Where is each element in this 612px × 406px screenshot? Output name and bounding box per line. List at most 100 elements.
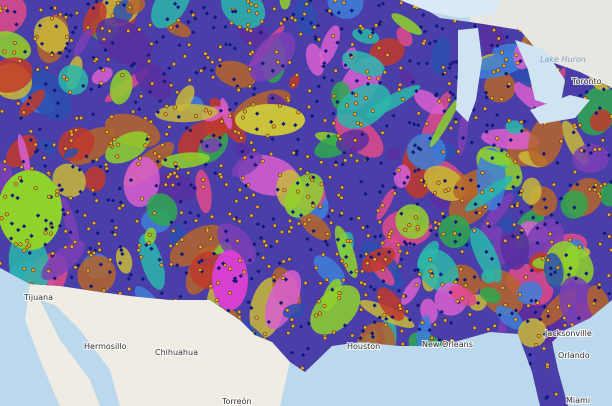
gauge-diamond bbox=[311, 175, 316, 180]
gauge-dot bbox=[16, 101, 21, 106]
gauge-dot bbox=[352, 112, 357, 117]
gauge-dot bbox=[275, 60, 280, 65]
gauge-diamond bbox=[91, 112, 96, 117]
gauge-diamond bbox=[203, 162, 208, 167]
gauge-diamond bbox=[49, 221, 54, 226]
gauge-diamond bbox=[549, 212, 554, 217]
gauge-dot bbox=[117, 206, 122, 211]
gauge-diamond bbox=[360, 132, 365, 137]
gauge-dot bbox=[458, 267, 464, 272]
region-patch bbox=[413, 89, 445, 115]
gauge-dot bbox=[214, 297, 219, 303]
gauge-dot bbox=[606, 212, 612, 217]
gauge-dot bbox=[208, 284, 213, 289]
gauge-diamond bbox=[295, 180, 300, 186]
gauge-dot bbox=[359, 280, 364, 285]
water-label: Lake Huron bbox=[540, 55, 586, 64]
gauge-diamond bbox=[402, 239, 407, 245]
gauge-dot bbox=[559, 139, 564, 144]
gauge-dot bbox=[219, 119, 224, 124]
region-patch bbox=[449, 285, 477, 306]
gauge-diamond bbox=[454, 59, 459, 65]
region-patch bbox=[517, 318, 547, 348]
gauge-dot bbox=[198, 244, 203, 250]
gauge-dot bbox=[33, 142, 38, 147]
gauge-dot bbox=[597, 282, 602, 287]
gauge-dot bbox=[460, 249, 465, 254]
gauge-diamond bbox=[202, 65, 207, 71]
gauge-diamond bbox=[542, 197, 547, 202]
gauge-dot bbox=[264, 243, 269, 248]
gauge-dot bbox=[0, 109, 5, 114]
gauge-dot bbox=[306, 194, 311, 199]
gauge-diamond bbox=[363, 191, 368, 197]
gauge-diamond bbox=[106, 197, 111, 203]
gauge-dot bbox=[289, 317, 294, 322]
gauge-diamond bbox=[251, 92, 257, 97]
gauge-diamond bbox=[541, 151, 547, 156]
gauge-diamond bbox=[442, 178, 448, 184]
gauge-dot bbox=[602, 182, 607, 187]
gauge-dot bbox=[291, 324, 296, 329]
gauge-dot bbox=[353, 92, 359, 98]
gauge-diamond bbox=[519, 230, 524, 236]
gauge-diamond bbox=[531, 215, 536, 220]
gauge-dot bbox=[237, 309, 242, 314]
gauge-dot bbox=[399, 0, 404, 5]
gauge-dot bbox=[441, 149, 446, 154]
gauge-dot bbox=[278, 172, 283, 177]
gauge-diamond bbox=[497, 312, 502, 318]
gauge-diamond bbox=[70, 30, 76, 35]
gauge-diamond bbox=[179, 251, 185, 257]
gauge-dot bbox=[577, 123, 583, 128]
gauge-dot bbox=[336, 133, 341, 138]
region-patch bbox=[470, 227, 502, 283]
gauge-dot bbox=[136, 248, 141, 253]
gauge-dot bbox=[463, 283, 468, 288]
gauge-diamond bbox=[227, 107, 232, 112]
gauge-diamond bbox=[554, 220, 560, 225]
gauge-dot bbox=[449, 338, 454, 343]
gauge-dot bbox=[99, 81, 104, 86]
gauge-dot bbox=[219, 174, 224, 180]
gauge-dot bbox=[104, 166, 109, 171]
gauge-diamond bbox=[340, 162, 345, 167]
gauge-diamond bbox=[230, 9, 235, 14]
gauge-dot bbox=[169, 83, 174, 88]
gauge-diamond bbox=[323, 239, 328, 244]
gauge-dot bbox=[209, 214, 214, 219]
gauge-dot bbox=[483, 204, 488, 209]
region-patch bbox=[417, 240, 439, 270]
gauge-dot bbox=[287, 218, 292, 224]
gauge-dot bbox=[597, 147, 602, 152]
gauge-diamond bbox=[573, 276, 579, 281]
gauge-diamond bbox=[372, 287, 377, 292]
gauge-diamond bbox=[178, 199, 183, 204]
gauge-dot bbox=[233, 129, 238, 134]
gauge-dot bbox=[254, 11, 260, 16]
gauge-dot bbox=[446, 187, 451, 192]
gauge-diamond bbox=[155, 159, 160, 164]
gauge-diamond bbox=[43, 242, 48, 247]
gauge-diamond bbox=[240, 149, 245, 154]
gauge-dot bbox=[2, 167, 7, 172]
gauge-diamond bbox=[496, 202, 501, 207]
gauge-diamond bbox=[546, 328, 551, 333]
gauge-diamond bbox=[527, 352, 533, 357]
gauge-diamond bbox=[223, 24, 228, 30]
gauge-diamond bbox=[484, 249, 489, 255]
gauge-dot bbox=[175, 174, 180, 179]
gauge-dot bbox=[287, 60, 292, 65]
gauge-diamond bbox=[221, 261, 226, 266]
gauge-dot bbox=[65, 34, 70, 39]
gauge-dot bbox=[368, 34, 373, 39]
gauge-dot bbox=[536, 333, 541, 338]
gauge-dot bbox=[228, 266, 233, 271]
gauge-diamond bbox=[372, 303, 377, 308]
gauge-dot bbox=[534, 342, 539, 347]
gauge-diamond bbox=[167, 66, 172, 71]
gauge-dot bbox=[282, 188, 287, 193]
gauge-dot bbox=[167, 124, 172, 130]
gauge-dot bbox=[507, 81, 512, 86]
gauge-diamond bbox=[268, 244, 274, 249]
